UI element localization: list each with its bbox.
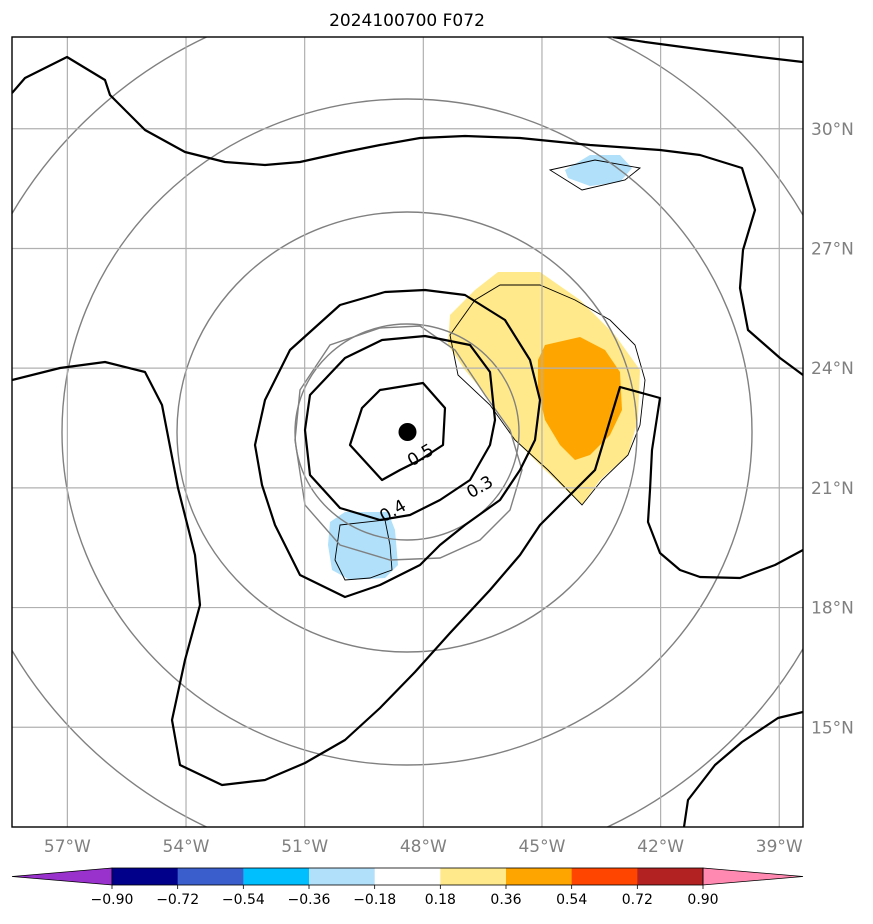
colorbar-tick-label: 0.72 <box>622 892 653 908</box>
range-rings <box>12 37 803 827</box>
colorbar-tick-label: −0.36 <box>288 892 331 908</box>
y-axis: 30°N 27°N 24°N 21°N 18°N 15°N <box>811 120 854 738</box>
colorbar-segment <box>440 868 507 885</box>
x-tick-label: 54°W <box>163 837 210 857</box>
plot-area: 0.50.40.3 <box>12 37 803 827</box>
contour-0-3 <box>253 288 542 599</box>
y-tick-label: 27°N <box>811 239 854 259</box>
contour-inner <box>348 381 447 482</box>
colorbar-tick-label: −0.90 <box>91 892 134 908</box>
colorbar-segment <box>112 868 179 885</box>
colorbar-segment <box>243 868 310 885</box>
colorbar-tick-label: 0.18 <box>425 892 456 908</box>
x-tick-label: 39°W <box>756 837 803 857</box>
y-tick-label: 30°N <box>811 120 854 140</box>
colorbar-extend-low <box>11 867 113 886</box>
colorbar-tick-label: −0.72 <box>156 892 199 908</box>
colorbar-tick-label: 0.54 <box>556 892 587 908</box>
chart-title: 2024100700 F072 <box>329 11 485 31</box>
colorbar-tick-label: −0.54 <box>222 892 265 908</box>
colorbar-segment <box>309 868 376 885</box>
colorbar-tick-label: −0.18 <box>353 892 396 908</box>
x-tick-label: 48°W <box>400 837 447 857</box>
colorbar-extend-high <box>702 867 804 886</box>
y-tick-label: 24°N <box>811 359 854 379</box>
colorbar-segment <box>637 868 704 885</box>
y-tick-label: 15°N <box>811 718 854 738</box>
colorbar-frame <box>111 867 704 886</box>
plot-frame <box>11 36 804 828</box>
contour-northeast <box>612 37 803 64</box>
storm-center-marker <box>398 423 417 441</box>
x-tick-label: 57°W <box>44 837 91 857</box>
y-tick-label: 21°N <box>811 479 854 499</box>
x-axis: 57°W 54°W 51°W 48°W 45°W 42°W 39°W <box>44 837 803 857</box>
colorbar-segment <box>506 868 573 885</box>
thin-contour-blue-north <box>548 159 642 191</box>
x-tick-label: 45°W <box>518 837 565 857</box>
x-tick-label: 42°W <box>637 837 684 857</box>
colorbar-segment <box>374 868 441 885</box>
thin-contour-yellow <box>449 284 646 506</box>
shade-blue-south <box>328 512 398 580</box>
colorbar-tick-label: 0.90 <box>687 892 718 908</box>
x-tick-label: 51°W <box>281 837 328 857</box>
colorbar: −0.90 −0.72 −0.54 −0.36 −0.18 0.18 0.36 0.54 0.7… <box>11 867 804 908</box>
contour-southeast <box>682 710 803 827</box>
colorbar-segment <box>177 868 244 885</box>
thin-contour-blue-south <box>334 519 393 581</box>
colorbar-segment <box>571 868 638 885</box>
contour-north <box>12 55 803 376</box>
contour-outer-west <box>12 360 803 787</box>
y-tick-label: 18°N <box>811 599 854 619</box>
colorbar-tick-label: 0.36 <box>490 892 521 908</box>
contour-0-4 <box>303 334 497 522</box>
